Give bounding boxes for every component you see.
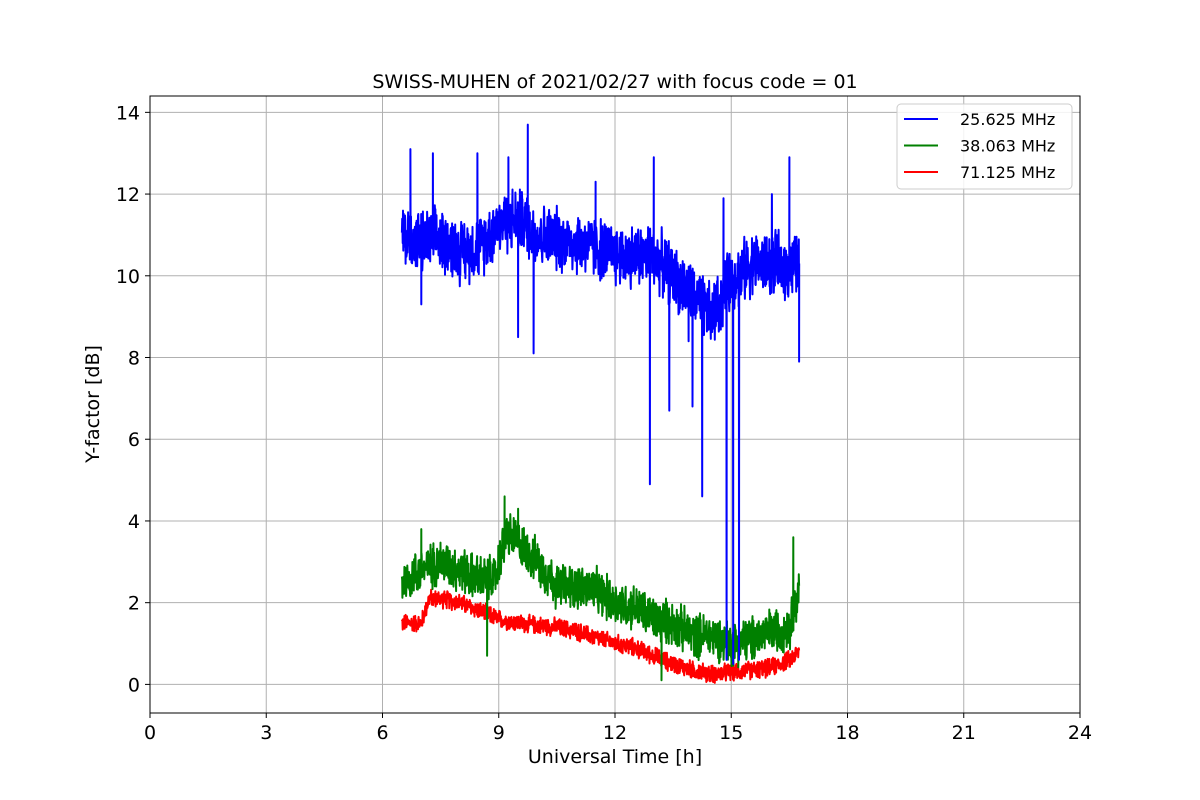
legend-label-1: 38.063 MHz	[960, 137, 1055, 156]
x-tick-label: 0	[144, 722, 156, 744]
y-axis-label: Y-factor [dB]	[82, 345, 104, 464]
x-tick-label: 9	[493, 722, 505, 744]
y-tick-label: 10	[116, 266, 140, 288]
legend: 25.625 MHz 38.063 MHz 71.125 MHz	[896, 103, 1073, 190]
legend-box	[896, 103, 1073, 190]
y-tick-label: 6	[128, 429, 140, 451]
x-tick-label: 24	[1068, 722, 1092, 744]
y-tick-label: 8	[128, 348, 140, 370]
y-axis-ticks: 0 2 4 6 8 10 12 14	[116, 102, 150, 696]
x-tick-label: 15	[719, 722, 743, 744]
legend-label-2: 71.125 MHz	[960, 163, 1055, 182]
x-tick-label: 6	[376, 722, 388, 744]
x-axis-label: Universal Time [h]	[528, 746, 702, 768]
chart-title: SWISS-MUHEN of 2021/02/27 with focus cod…	[372, 71, 857, 93]
series-line-2	[400, 588, 801, 684]
y-tick-label: 4	[128, 511, 140, 533]
x-tick-label: 12	[603, 722, 627, 744]
y-tick-label: 12	[116, 184, 140, 206]
x-axis-ticks: 0 3 6 9 12 15 18 21 24	[144, 713, 1092, 744]
y-tick-label: 14	[116, 102, 140, 124]
x-tick-label: 21	[952, 722, 976, 744]
y-tick-label: 0	[128, 674, 140, 696]
x-tick-label: 3	[260, 722, 272, 744]
legend-label-0: 25.625 MHz	[960, 110, 1055, 129]
series-layer	[400, 123, 801, 684]
x-tick-label: 18	[835, 722, 859, 744]
series-line-0	[400, 123, 801, 665]
y-tick-label: 2	[128, 593, 140, 615]
